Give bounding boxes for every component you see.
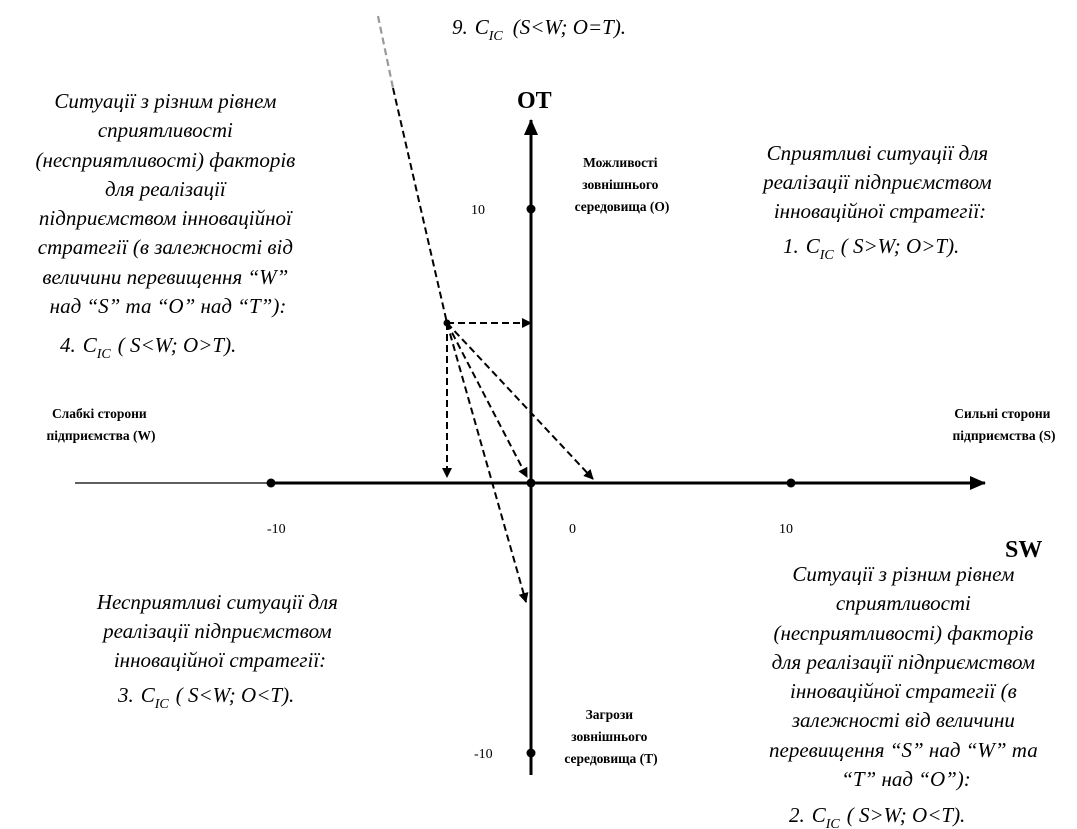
formula-2: 2. CIC( S>W; O<T).: [789, 803, 965, 829]
tick-x-pos10: 10: [779, 522, 793, 537]
threats-label: Загрози зовнішнього середовища (T): [564, 707, 657, 766]
quadrant-top-left-text: Ситуації з різним рівнем сприятливості (…: [35, 89, 300, 318]
diagonal-dashed-line: [392, 87, 448, 324]
formula-3: 3. CIC( S<W; O<T).: [117, 683, 294, 712]
point-y-pos10: [526, 204, 536, 214]
point-x-pos10: [786, 478, 796, 488]
quadrant-bottom-left-text: Несприятливі ситуації для реалізації під…: [96, 590, 343, 672]
quadrant-top-right-text: Сприятливі ситуації для реалізації підпр…: [761, 141, 997, 223]
opportunities-label: Можливості зовнішнього середовища (O): [575, 155, 670, 214]
label-sw: SW: [1005, 537, 1042, 563]
strengths-label: Сильні сторони підприємства (S): [953, 406, 1056, 443]
tick-x-zero: 0: [569, 522, 576, 537]
arrow-to-below: [446, 322, 529, 603]
point-origin: [526, 478, 536, 488]
point-x-neg10: [266, 478, 276, 488]
arrow-to-right: [446, 322, 594, 480]
weaknesses-label: Слабкі сторони підприємства (W): [47, 406, 156, 443]
formula-1: 1. CIC( S>W; O>T).: [783, 234, 959, 263]
arrow-to-origin: [446, 322, 528, 478]
diagonal-grey-segment: [376, 15, 395, 89]
label-ot: OT: [517, 88, 552, 114]
formula-9: 9. CIC (S<W; O=T).: [452, 15, 626, 44]
quadrant-bottom-right-text: Ситуації з різним рівнем сприятливості (…: [769, 562, 1043, 791]
formula-4: 4. CIC( S<W; O>T).: [60, 333, 236, 362]
tick-y-neg10: -10: [474, 747, 493, 762]
tick-x-neg10: -10: [267, 522, 286, 537]
point-y-neg10: [526, 748, 536, 758]
tick-y-pos10: 10: [471, 203, 485, 218]
